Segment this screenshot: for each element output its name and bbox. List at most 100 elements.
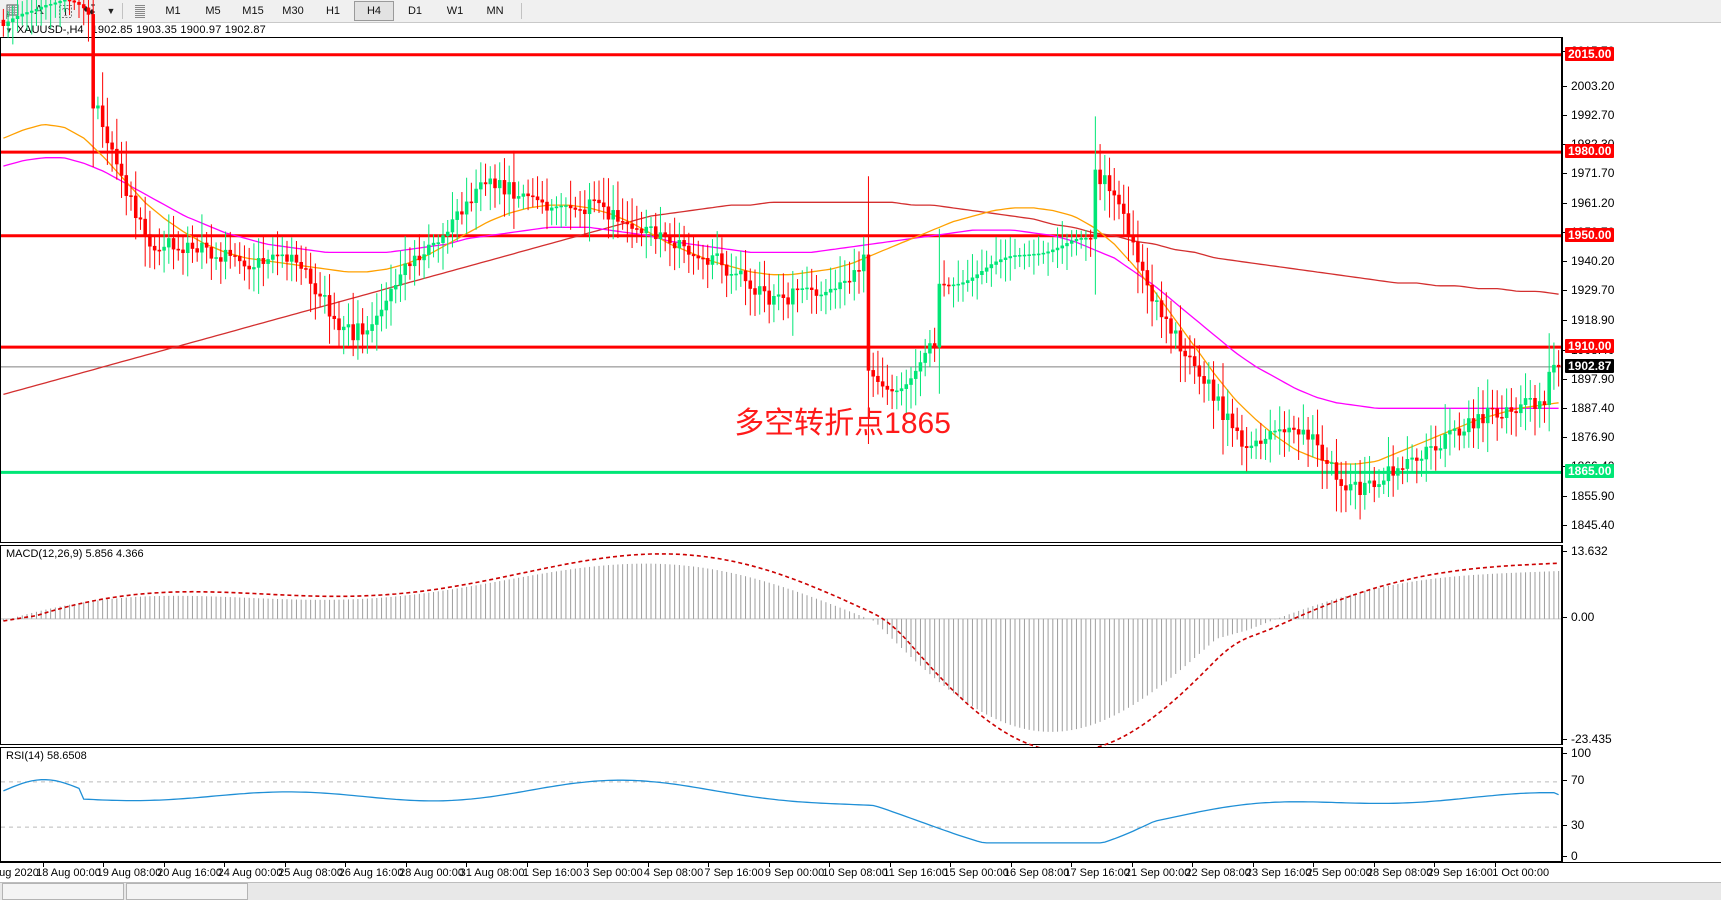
candle-body	[653, 226, 658, 240]
candle-body	[479, 182, 483, 190]
rsi-panel[interactable]: RSI(14) 58.6508	[0, 747, 1562, 862]
candle-body	[734, 273, 738, 276]
candle-body	[393, 285, 398, 290]
candle-body	[568, 205, 573, 209]
candle-body	[1410, 457, 1414, 460]
candle-body	[327, 295, 332, 317]
candle-body	[1315, 434, 1320, 446]
taskbar-item[interactable]	[2, 883, 124, 900]
rsi-line	[3, 779, 1559, 844]
candle-body	[1381, 480, 1386, 485]
candle-body	[408, 263, 412, 267]
candle-body	[876, 375, 880, 382]
price-scale[interactable]: 2015.702003.201992.701982.301971.701961.…	[1562, 37, 1721, 543]
crosshair-grid-icon[interactable]: F	[0, 1, 26, 21]
candle-body	[1348, 484, 1353, 491]
price-level-tag[interactable]: 1980.00	[1565, 144, 1615, 159]
candle-body	[961, 282, 965, 285]
candle-body	[285, 254, 289, 262]
candle-body	[705, 258, 710, 265]
rsi-tick-label: 70	[1571, 772, 1585, 787]
candle-body	[1292, 427, 1296, 430]
price-level-tag[interactable]: 1865.00	[1565, 464, 1615, 479]
candle-body	[1495, 408, 1499, 418]
candle-body	[100, 105, 105, 128]
candle-body	[460, 211, 464, 215]
timeframe-m30[interactable]: M30	[282, 5, 304, 17]
candle-body	[379, 309, 384, 317]
price-level-tag[interactable]: 1910.00	[1565, 339, 1615, 354]
time-axis-label: 25 Sep 00:00	[1306, 867, 1372, 879]
candle-body	[1022, 254, 1027, 257]
taskbar-item[interactable]	[126, 883, 248, 900]
candle-body	[833, 288, 838, 291]
candle-body	[1358, 481, 1362, 495]
candle-body	[1481, 414, 1485, 424]
candle-body	[970, 277, 975, 281]
candle-body	[757, 286, 762, 295]
timeframe-d1[interactable]: D1	[407, 5, 423, 17]
rsi-scale[interactable]: 100 70 30 0	[1562, 746, 1721, 863]
candle-body	[1230, 413, 1235, 429]
time-tick	[708, 863, 710, 867]
price-level-tag[interactable]: 1902.87	[1565, 358, 1615, 373]
candle-body	[999, 259, 1003, 263]
candle-body	[474, 188, 478, 203]
candle-body	[1519, 404, 1523, 414]
text-label-A-icon[interactable]: A	[33, 3, 45, 18]
candle-body	[1221, 396, 1225, 420]
ohlc-values: 1902.85 1903.35 1900.97 1902.87	[91, 24, 266, 36]
candle-body	[1117, 194, 1121, 205]
candle-body	[1523, 398, 1528, 405]
price-chart-panel[interactable]: 多空转折点1865	[0, 0, 1562, 543]
candle-body	[1088, 237, 1093, 240]
candle-body	[1103, 175, 1107, 185]
timeframe-h4[interactable]: H4	[354, 1, 394, 21]
timeframe-m1[interactable]: M1	[165, 5, 181, 17]
candle-body	[138, 217, 143, 220]
candle-body	[1415, 457, 1419, 461]
candle-body	[578, 209, 582, 211]
price-level-tag[interactable]: 1950.00	[1565, 227, 1615, 242]
text-box-T-icon[interactable]: T	[52, 1, 78, 21]
candle-body	[932, 343, 937, 348]
candle-body	[1429, 446, 1433, 448]
ma-slow-line	[3, 201, 1559, 396]
candle-body	[1041, 252, 1046, 255]
time-tick	[1252, 863, 1254, 867]
timeframe-list-icon[interactable]	[127, 1, 153, 21]
dropdown-arrow-icon[interactable]: ▼	[106, 6, 116, 16]
candle-body	[1263, 438, 1268, 444]
candle-body	[91, 14, 95, 109]
macd-panel[interactable]: MACD(12,26,9) 5.856 4.366	[0, 545, 1562, 753]
objects-icon[interactable]	[78, 1, 104, 21]
timeframe-w1[interactable]: W1	[446, 5, 464, 17]
time-tick	[1313, 863, 1315, 867]
candle-body	[1150, 284, 1154, 302]
candle-body	[1500, 416, 1504, 419]
candle-body	[1400, 468, 1405, 470]
candle-body	[620, 221, 625, 223]
timeframe-m15[interactable]: M15	[242, 5, 264, 17]
candle-body	[630, 223, 634, 229]
candle-body	[1183, 350, 1187, 357]
time-tick	[526, 863, 528, 867]
timeframe-h1[interactable]: H1	[325, 5, 341, 17]
timeframe-m5[interactable]: M5	[205, 5, 221, 17]
candle-body	[564, 205, 568, 207]
macd-scale[interactable]: 13.632 0.00 -23.435	[1562, 544, 1721, 746]
candle-body	[469, 201, 474, 204]
candle-body	[880, 381, 885, 387]
candle-body	[549, 207, 554, 211]
chevron-down-icon[interactable]: ▼	[5, 25, 13, 35]
candle-body	[209, 247, 214, 259]
candle-body	[1537, 401, 1542, 409]
price-tick-label: 1940.20	[1571, 253, 1615, 268]
candle-body	[431, 242, 436, 246]
candle-body	[843, 280, 847, 283]
candle-body	[1107, 175, 1112, 192]
candle-body	[1065, 243, 1069, 247]
timeframe-mn[interactable]: MN	[486, 5, 504, 17]
price-level-tag[interactable]: 2015.00	[1565, 46, 1615, 61]
